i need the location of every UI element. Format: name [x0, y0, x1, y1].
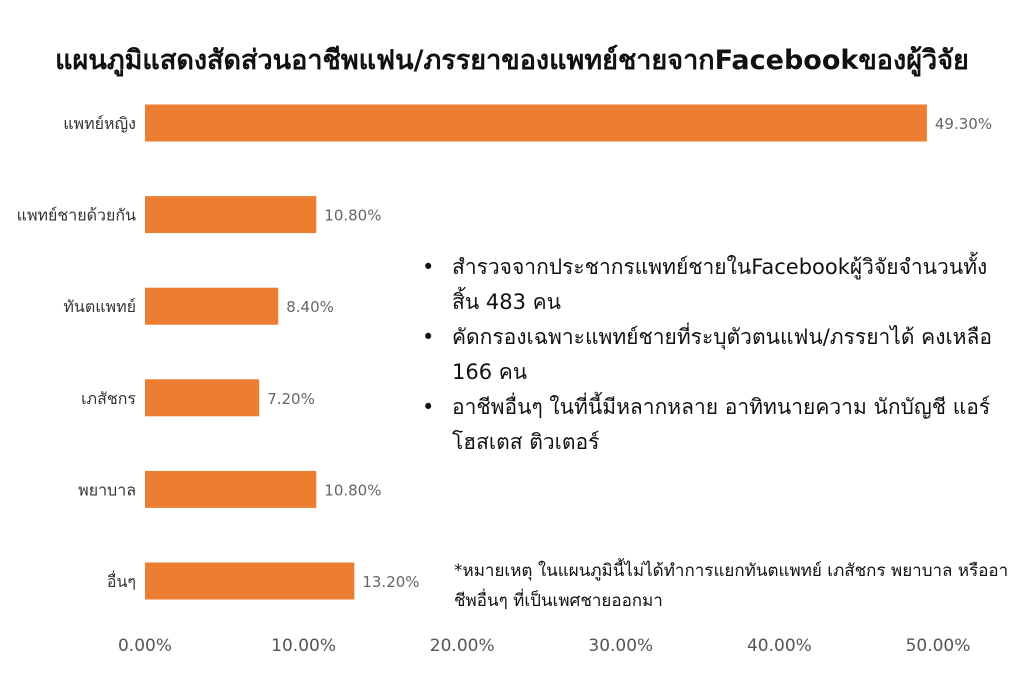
data-label: 49.30% [935, 115, 992, 133]
bar [145, 562, 355, 600]
labels-layer: แพทย์หญิง 49.30% แพทย์ชายด้วยกัน 10.80% ทันต… [17, 114, 992, 591]
x-tick-label: 30.00% [588, 636, 653, 656]
bar [145, 104, 927, 142]
category-label: แพทย์หญิง [63, 114, 136, 133]
note-item: • อาชีพอื่นๆ ในที่นี้มีหลากหลาย อาทิทนายค… [418, 390, 1008, 460]
note-item: • สำรวจจากประชากรแพทย์ชายในFacebookผู้วิจ… [418, 250, 1008, 320]
bar [145, 196, 317, 234]
x-tick-label: 10.00% [271, 636, 336, 656]
bar [145, 470, 317, 508]
data-label: 10.80% [324, 207, 381, 225]
bullet-icon: • [422, 325, 435, 349]
chart-title: แผนภูมิแสดงสัดส่วนอาชีพแฟน/ภรรยาของแพทย์… [55, 45, 969, 76]
x-tick-label: 50.00% [906, 636, 971, 656]
notes-list: • สำรวจจากประชากรแพทย์ชายในFacebookผู้วิจ… [418, 250, 1008, 460]
note-text: อาชีพอื่นๆ ในที่นี้มีหลากหลาย อาทิทนายคว… [452, 395, 991, 454]
category-label: เภสัชกร [81, 389, 136, 408]
note-item: • คัดกรองเฉพาะแพทย์ชายที่ระบุตัวตนแฟน/ภรร… [418, 320, 1008, 390]
data-label: 7.20% [267, 390, 315, 408]
data-label: 10.80% [324, 481, 381, 499]
data-label: 8.40% [286, 298, 334, 316]
bullet-icon: • [422, 395, 435, 419]
category-label: พยาบาล [78, 480, 136, 499]
category-label: ทันตแพทย์ [63, 297, 136, 316]
category-label: แพทย์ชายด้วยกัน [17, 206, 136, 225]
bullet-icon: • [422, 255, 435, 279]
bar [145, 287, 279, 325]
x-tick-label: 0.00% [118, 636, 172, 656]
category-label: อื่นๆ [107, 570, 136, 591]
x-ticks-layer: 0.00% 10.00% 20.00% 30.00% 40.00% 50.00% [118, 636, 970, 656]
data-label: 13.20% [362, 573, 419, 591]
bar [145, 379, 260, 417]
footnote: *หมายเหตุ ในแผนภูมินี้ไม่ได้ทำการแยกทันต… [454, 561, 1009, 611]
bars-layer [145, 104, 927, 600]
note-text: คัดกรองเฉพาะแพทย์ชายที่ระบุตัวตนแฟน/ภรรย… [452, 325, 992, 384]
note-text: สำรวจจากประชากรแพทย์ชายในFacebookผู้วิจั… [452, 255, 988, 314]
x-tick-label: 40.00% [747, 636, 812, 656]
x-tick-label: 20.00% [430, 636, 495, 656]
